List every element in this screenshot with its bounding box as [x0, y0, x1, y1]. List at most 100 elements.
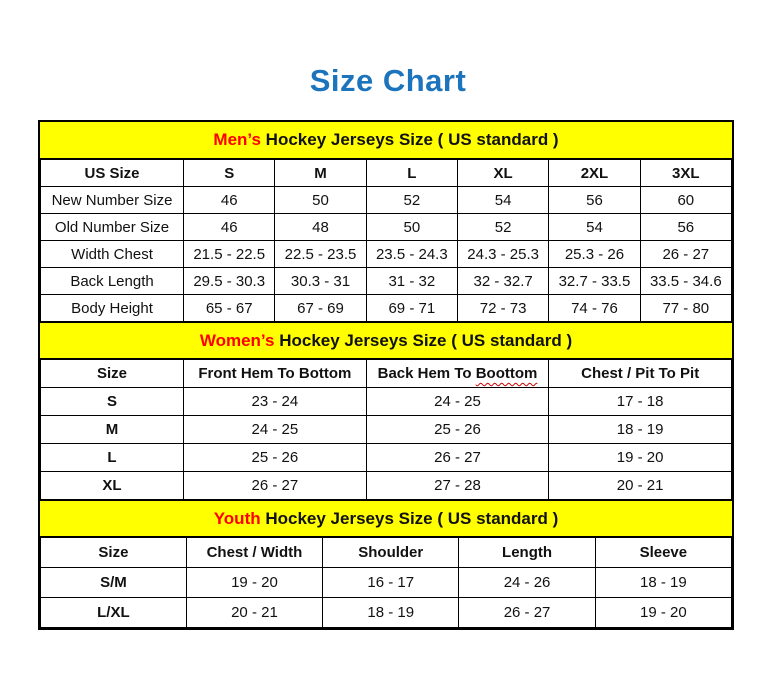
cell: 19 - 20: [185, 567, 324, 598]
cell: 46: [183, 213, 276, 241]
cell: 23.5 - 24.3: [365, 240, 458, 268]
mens-banner-highlight: Men’s: [213, 130, 261, 149]
row-label: Width Chest: [39, 240, 185, 268]
row-label: New Number Size: [39, 186, 185, 214]
cell: 16 - 17: [322, 567, 460, 598]
cell: 56: [639, 213, 733, 241]
column-header: Chest / Pit To Pit: [548, 359, 732, 388]
cell: 17 - 18: [548, 387, 732, 416]
cell: 20 - 21: [185, 597, 324, 628]
row-label: Back Length: [39, 267, 185, 295]
womens-section-banner: Women’s Hockey Jerseys Size ( US standar…: [40, 322, 732, 359]
mens-section-banner: Men’s Hockey Jerseys Size ( US standard …: [40, 122, 732, 159]
cell: 30.3 - 31: [274, 267, 367, 295]
row-label: S/M: [40, 567, 187, 598]
column-header: Sleeve: [594, 537, 733, 568]
cell: 24.3 - 25.3: [456, 240, 550, 268]
cell: 33.5 - 34.6: [639, 267, 733, 295]
cell: 54: [548, 213, 641, 241]
womens-header-row: Size Front Hem To Bottom Back Hem To Boo…: [39, 359, 732, 388]
cell: 60: [639, 186, 733, 214]
cell: 50: [274, 186, 367, 214]
table-row: M 24 - 25 25 - 26 18 - 19: [39, 415, 732, 444]
youth-banner-text: Hockey Jerseys Size ( US standard ): [260, 509, 559, 528]
cell: 24 - 25: [365, 387, 550, 416]
youth-size-table: Size Chest / Width Shoulder Length Sleev…: [40, 537, 733, 628]
cell: 19 - 20: [594, 597, 733, 628]
column-header: L: [365, 159, 458, 187]
cell: 56: [548, 186, 641, 214]
row-label: Old Number Size: [39, 213, 185, 241]
mens-size-table: US Size S M L XL 2XL 3XL New Number Size…: [39, 159, 733, 322]
cell: 24 - 26: [458, 567, 596, 598]
cell: 65 - 67: [183, 294, 276, 322]
cell: 26 - 27: [458, 597, 596, 628]
cell: 32.7 - 33.5: [548, 267, 641, 295]
column-header: S: [183, 159, 276, 187]
table-row: L 25 - 26 26 - 27 19 - 20: [39, 443, 732, 472]
row-label: S: [39, 387, 185, 416]
column-header: 2XL: [548, 159, 641, 187]
womens-banner-text: Hockey Jerseys Size ( US standard ): [274, 331, 573, 350]
column-header: 3XL: [639, 159, 733, 187]
cell: 20 - 21: [548, 471, 732, 500]
header-text: Back Hem To: [377, 365, 476, 382]
column-header: Size: [40, 537, 187, 568]
cell: 25 - 26: [365, 415, 550, 444]
column-header: Front Hem To Bottom: [183, 359, 367, 388]
cell: 21.5 - 22.5: [183, 240, 276, 268]
cell: 77 - 80: [639, 294, 733, 322]
cell: 67 - 69: [274, 294, 367, 322]
mens-header-row: US Size S M L XL 2XL 3XL: [39, 159, 733, 187]
cell: 72 - 73: [456, 294, 550, 322]
cell: 32 - 32.7: [456, 267, 550, 295]
cell: 25.3 - 26: [548, 240, 641, 268]
cell: 69 - 71: [365, 294, 458, 322]
column-header: XL: [456, 159, 550, 187]
row-label: Body Height: [39, 294, 185, 322]
cell: 50: [365, 213, 458, 241]
cell: 26 - 27: [365, 443, 550, 472]
cell: 22.5 - 23.5: [274, 240, 367, 268]
table-row: Old Number Size 46 48 50 52 54 56: [39, 213, 733, 241]
mens-banner-text: Hockey Jerseys Size ( US standard ): [260, 130, 559, 149]
womens-size-table: Size Front Hem To Bottom Back Hem To Boo…: [39, 359, 732, 500]
column-header: Chest / Width: [185, 537, 324, 568]
cell: 31 - 32: [365, 267, 458, 295]
cell: 26 - 27: [183, 471, 367, 500]
table-row: New Number Size 46 50 52 54 56 60: [39, 186, 733, 214]
row-label: M: [39, 415, 185, 444]
cell: 27 - 28: [365, 471, 550, 500]
row-label: XL: [39, 471, 185, 500]
spellcheck-underlined-word: Boottom: [475, 365, 538, 382]
cell: 52: [365, 186, 458, 214]
cell: 18 - 19: [594, 567, 733, 598]
column-header: M: [274, 159, 367, 187]
cell: 19 - 20: [548, 443, 732, 472]
cell: 26 - 27: [639, 240, 733, 268]
table-row: XL 26 - 27 27 - 28 20 - 21: [39, 471, 732, 500]
cell: 29.5 - 30.3: [183, 267, 276, 295]
row-label: L: [39, 443, 185, 472]
cell: 18 - 19: [322, 597, 460, 628]
cell: 25 - 26: [183, 443, 367, 472]
cell: 54: [456, 186, 550, 214]
column-header: Size: [39, 359, 185, 388]
cell: 74 - 76: [548, 294, 641, 322]
column-header-misspelled: Back Hem To Boottom: [365, 359, 550, 388]
column-header: Length: [458, 537, 596, 568]
youth-header-row: Size Chest / Width Shoulder Length Sleev…: [40, 537, 733, 568]
row-label: L/XL: [40, 597, 187, 628]
cell: 18 - 19: [548, 415, 732, 444]
table-row: Back Length 29.5 - 30.3 30.3 - 31 31 - 3…: [39, 267, 733, 295]
size-chart-tables: Men’s Hockey Jerseys Size ( US standard …: [38, 120, 734, 630]
table-row: S 23 - 24 24 - 25 17 - 18: [39, 387, 732, 416]
cell: 23 - 24: [183, 387, 367, 416]
table-row: Width Chest 21.5 - 22.5 22.5 - 23.5 23.5…: [39, 240, 733, 268]
youth-banner-highlight: Youth: [213, 509, 261, 528]
column-header: Shoulder: [322, 537, 460, 568]
page-title: Size Chart: [309, 63, 467, 98]
column-header: US Size: [39, 159, 185, 187]
table-row: S/M 19 - 20 16 - 17 24 - 26 18 - 19: [40, 567, 733, 598]
